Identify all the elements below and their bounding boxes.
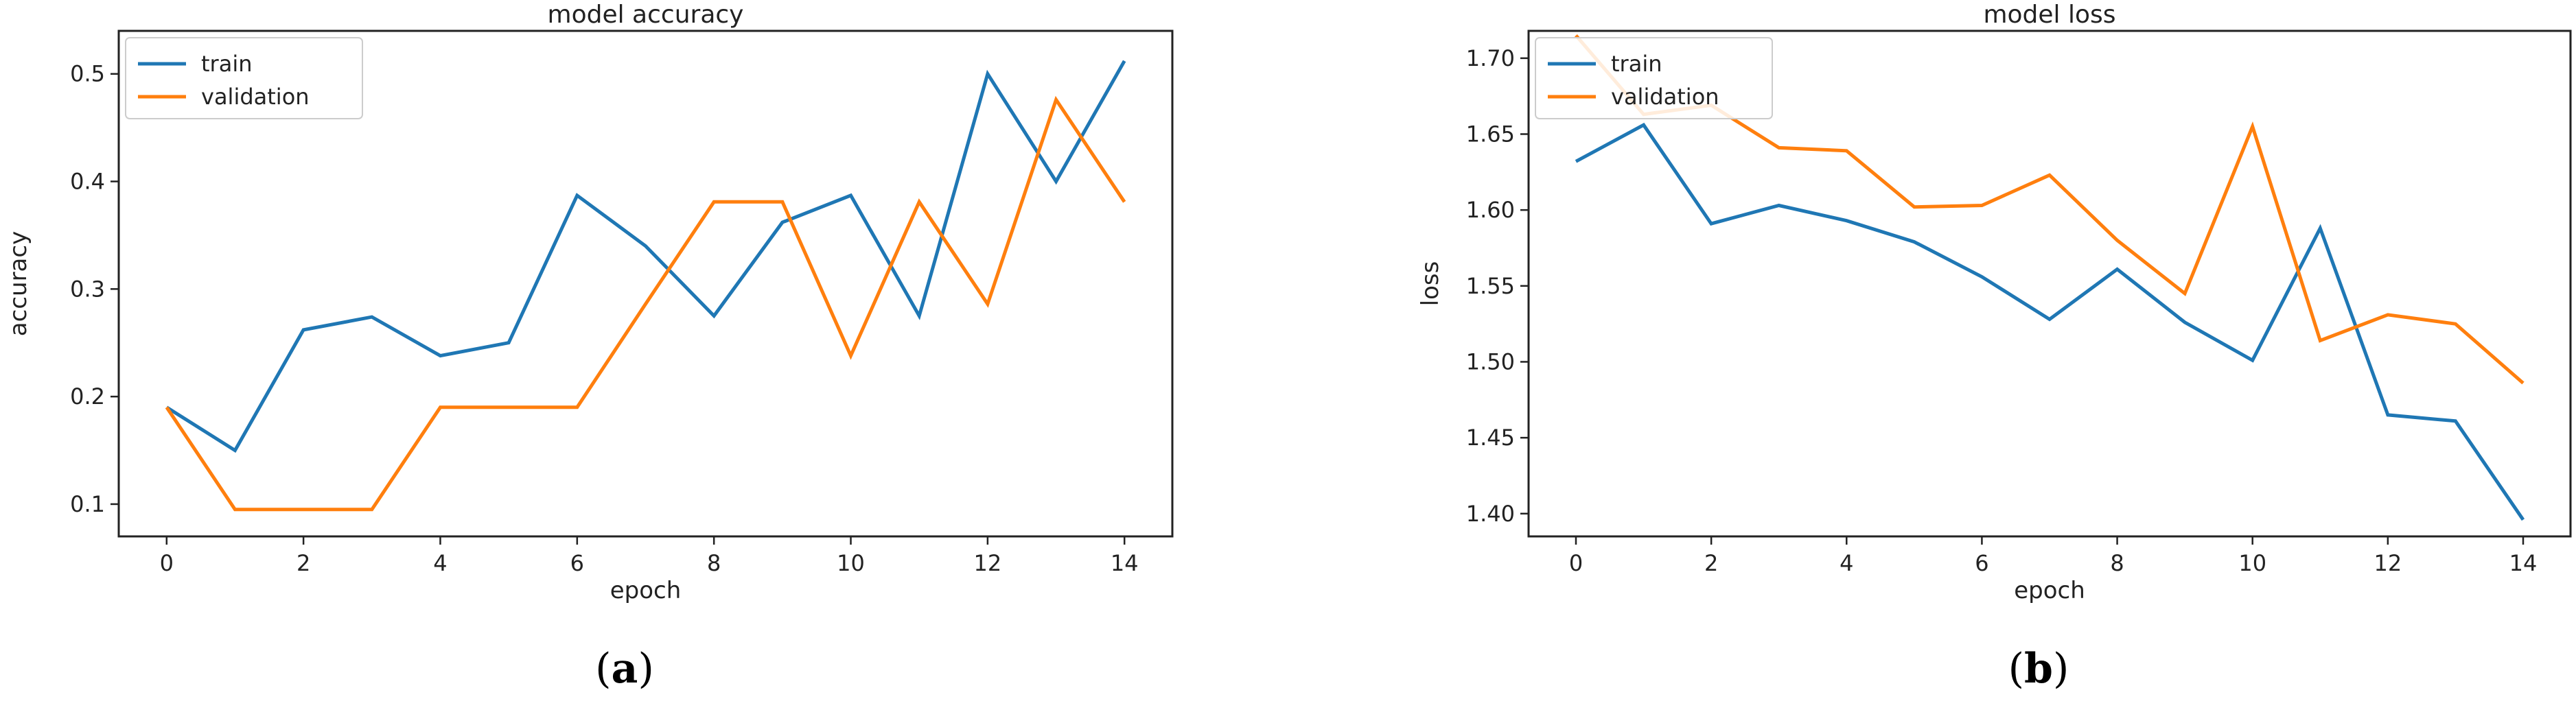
- subfigure-caption: (a): [595, 645, 654, 693]
- x-tick-label: 4: [433, 550, 447, 576]
- x-tick-label: 14: [2509, 550, 2538, 576]
- y-tick-label: 1.50: [1466, 348, 1515, 375]
- chart-title: model loss: [1983, 1, 2115, 29]
- x-tick-label: 10: [837, 550, 865, 576]
- x-tick-label: 8: [707, 550, 721, 576]
- x-axis-label: epoch: [610, 577, 682, 604]
- series-line-train: [165, 60, 1126, 453]
- y-tick-label: 0.1: [70, 491, 105, 517]
- x-tick-label: 12: [974, 550, 1002, 576]
- y-axis-label: accuracy: [5, 231, 32, 336]
- legend-label-train: train: [201, 51, 252, 77]
- x-tick-label: 6: [570, 550, 584, 576]
- x-tick-label: 14: [1111, 550, 1139, 576]
- chart-1: model loss 0 2 4 6 8 10 12 14 1.40 1.45 1.50 1.55 1.6…: [1417, 1, 2572, 693]
- y-tick-label: 1.60: [1466, 197, 1515, 223]
- y-tick-label: 0.4: [70, 169, 105, 195]
- x-tick-label: 12: [2374, 550, 2402, 576]
- x-tick-label: 2: [1704, 550, 1718, 576]
- x-tick-label: 4: [1840, 550, 1853, 576]
- chart-0: model accuracy 0 2 4 6 8 10 12 14 0.1 0.2 0.3 0.4 0.5…: [5, 1, 1174, 693]
- legend-label-train: train: [1611, 51, 1662, 77]
- series-line-train: [1575, 122, 2525, 521]
- legend-label-validation: validation: [201, 84, 310, 110]
- legend-label-validation: validation: [1611, 84, 1719, 110]
- y-tick-label: 1.55: [1466, 273, 1515, 299]
- x-axis-label: epoch: [2014, 577, 2085, 604]
- plot-frame: [1527, 29, 2572, 538]
- x-tick-label: 0: [160, 550, 174, 576]
- y-tick-label: 1.70: [1466, 45, 1515, 71]
- y-axis-label: loss: [1417, 261, 1444, 307]
- legend: train validation: [1535, 37, 1773, 119]
- x-tick-label: 0: [1569, 550, 1583, 576]
- x-tick-label: 2: [297, 550, 310, 576]
- x-tick-label: 8: [2110, 550, 2124, 576]
- legend: train validation: [125, 37, 363, 119]
- x-tick-label: 10: [2238, 550, 2266, 576]
- series-line-validation: [165, 95, 1126, 512]
- x-tick-label: 6: [1975, 550, 1988, 576]
- y-tick-label: 0.3: [70, 276, 105, 302]
- y-tick-label: 0.5: [70, 61, 105, 87]
- y-tick-label: 1.40: [1466, 501, 1515, 527]
- y-tick-label: 1.65: [1466, 121, 1515, 147]
- y-tick-label: 1.45: [1466, 425, 1515, 451]
- chart-title: model accuracy: [548, 1, 744, 29]
- plot-frame: [117, 29, 1174, 538]
- subfigure-caption: (b): [2008, 645, 2069, 693]
- y-tick-label: 0.2: [70, 383, 105, 410]
